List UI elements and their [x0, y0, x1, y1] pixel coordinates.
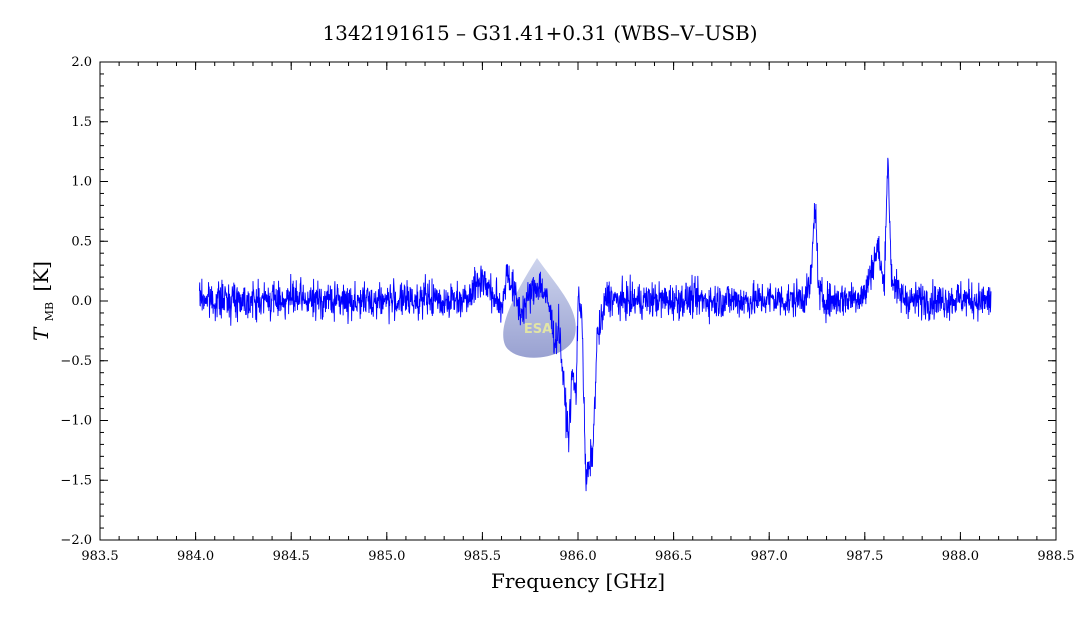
y-tick-label: −0.5: [60, 354, 92, 369]
y-axis-label-subscript: MB: [43, 302, 56, 321]
y-tick-label: 0.0: [71, 294, 92, 309]
x-tick-label: 984.0: [177, 549, 214, 564]
y-tick-label: 1.0: [71, 175, 92, 190]
x-tick-label: 985.5: [464, 549, 501, 564]
x-tick-label: 988.0: [942, 549, 979, 564]
spectrum-series-line-0: [198, 157, 992, 492]
watermark-text: ESA: [524, 322, 552, 337]
watermark-logo: ESA: [503, 258, 576, 358]
y-tick-label: 2.0: [71, 55, 92, 70]
x-tick-label: 984.5: [273, 549, 310, 564]
y-tick-label: 0.5: [71, 234, 92, 249]
y-axis-label-unit: [K]: [29, 261, 53, 292]
x-tick-label: 986.5: [655, 549, 692, 564]
x-axis-label: Frequency [GHz]: [491, 569, 665, 593]
x-tick-label: 983.5: [81, 549, 118, 564]
y-axis-label: T MB [K]: [29, 261, 58, 341]
chart-title: 1342191615 – G31.41+0.31 (WBS–V–USB): [322, 21, 757, 45]
y-tick-label: 1.5: [71, 115, 92, 130]
plot-area: ESA: [99, 61, 1057, 541]
y-axis: −2.0 −1.5 −1.0 −0.5 0.0 0.5 1.0 1.5 2.0: [60, 55, 1056, 548]
x-tick-label: 987.5: [846, 549, 883, 564]
watermark-drop-shape: [503, 258, 576, 358]
y-tick-label: −2.0: [60, 533, 92, 548]
x-tick-label: 987.0: [751, 549, 788, 564]
x-tick-label: 988.5: [1037, 549, 1074, 564]
x-tick-label: 986.0: [559, 549, 596, 564]
y-tick-label: −1.5: [60, 473, 92, 488]
svg-text:T MB [K]: T MB [K]: [29, 261, 58, 341]
y-axis-label-symbol: T: [29, 326, 53, 341]
x-tick-label: 985.0: [368, 549, 405, 564]
x-axis: 983.5 984.0 984.5 985.0 985.5 986.0 986.5 987.0…: [81, 62, 1075, 564]
y-tick-label: −1.0: [60, 414, 92, 429]
